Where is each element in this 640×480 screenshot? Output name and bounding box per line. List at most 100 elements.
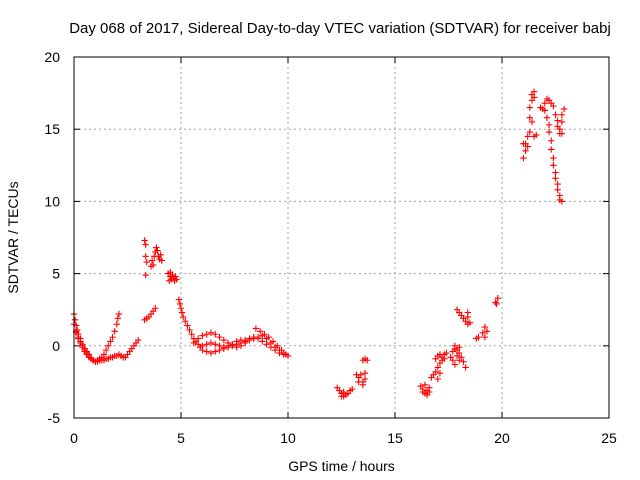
data-point xyxy=(242,336,249,344)
data-point xyxy=(361,370,369,377)
data-point xyxy=(541,107,548,114)
data-point xyxy=(274,342,281,349)
data-point xyxy=(190,339,198,347)
data-point xyxy=(278,346,285,354)
data-point xyxy=(250,335,257,342)
data-point xyxy=(552,169,559,176)
x-tick-label: 15 xyxy=(387,430,403,446)
data-point xyxy=(135,336,142,344)
data-point xyxy=(259,338,266,345)
data-point xyxy=(520,140,527,147)
data-point xyxy=(494,294,501,302)
data-point xyxy=(153,244,160,251)
data-point xyxy=(451,361,459,368)
data-point xyxy=(436,370,444,377)
data-point xyxy=(426,388,433,396)
data-point xyxy=(456,344,463,351)
data-point xyxy=(460,358,467,365)
x-tick-label: 10 xyxy=(280,430,296,446)
data-point xyxy=(263,341,270,348)
data-point xyxy=(550,154,557,162)
data-point xyxy=(158,257,165,264)
data-point xyxy=(166,277,173,285)
data-point xyxy=(526,104,534,111)
data-point xyxy=(220,344,227,351)
data-point xyxy=(224,342,232,349)
data-point xyxy=(560,105,568,113)
data-point xyxy=(550,102,557,110)
plot-frame xyxy=(73,56,610,419)
data-point xyxy=(558,198,566,205)
y-tick-label: 5 xyxy=(52,266,60,282)
data-point xyxy=(530,94,538,101)
data-point xyxy=(141,237,148,244)
data-point xyxy=(203,331,210,338)
x-tick-label: 0 xyxy=(70,430,78,446)
data-point xyxy=(252,325,260,332)
data-point xyxy=(530,88,538,95)
data-point xyxy=(199,342,206,349)
data-point xyxy=(466,319,474,326)
data-point xyxy=(483,328,491,335)
data-point xyxy=(434,375,441,383)
data-point xyxy=(142,241,149,248)
x-tick-label: 5 xyxy=(177,430,185,446)
data-point xyxy=(492,299,499,306)
data-point xyxy=(462,364,469,371)
data-point xyxy=(154,247,161,254)
data-point xyxy=(105,342,112,349)
data-point xyxy=(548,146,555,153)
y-tick-label: 10 xyxy=(44,193,60,209)
data-point xyxy=(115,310,123,318)
data-point xyxy=(143,258,150,266)
data-point xyxy=(254,333,262,341)
data-point xyxy=(233,338,240,345)
data-point xyxy=(545,128,553,136)
data-point xyxy=(349,385,356,393)
data-point xyxy=(109,333,116,341)
data-point xyxy=(237,342,245,349)
data-point xyxy=(361,375,369,383)
data-point xyxy=(456,357,463,364)
data-point xyxy=(102,346,110,354)
data-point xyxy=(548,137,555,144)
data-point xyxy=(526,114,534,121)
data-point xyxy=(212,348,219,355)
data-point xyxy=(216,342,223,349)
data-point xyxy=(261,331,268,338)
data-point xyxy=(85,351,93,358)
data-point xyxy=(522,147,529,155)
data-point xyxy=(142,271,149,279)
chart-title: Day 068 of 2017, Sidereal Day-to-day VTE… xyxy=(69,20,611,37)
data-point xyxy=(157,251,164,259)
data-point xyxy=(71,316,79,324)
data-point xyxy=(441,355,448,362)
data-point xyxy=(554,186,561,194)
data-point xyxy=(173,276,180,283)
data-point xyxy=(199,332,206,339)
data-point xyxy=(142,253,149,260)
data-point xyxy=(528,118,536,126)
data-point xyxy=(233,344,240,351)
data-point xyxy=(533,131,540,139)
x-tick-label: 25 xyxy=(601,430,617,446)
data-point xyxy=(282,351,290,358)
data-point xyxy=(256,328,264,335)
data-point xyxy=(194,335,202,342)
data-point xyxy=(113,320,120,328)
data-point xyxy=(207,339,215,347)
data-point xyxy=(526,128,534,136)
data-point xyxy=(178,309,186,316)
data-point xyxy=(172,273,179,280)
y-axis-label: SDTVAR / TECUs xyxy=(5,181,21,293)
data-point xyxy=(152,305,159,312)
data-point xyxy=(543,114,551,121)
data-point xyxy=(203,348,210,355)
data-point xyxy=(79,342,86,349)
data-point xyxy=(167,268,174,276)
data-point xyxy=(451,342,459,349)
data-point xyxy=(207,349,215,357)
data-point xyxy=(220,336,227,344)
data-point xyxy=(359,381,367,388)
